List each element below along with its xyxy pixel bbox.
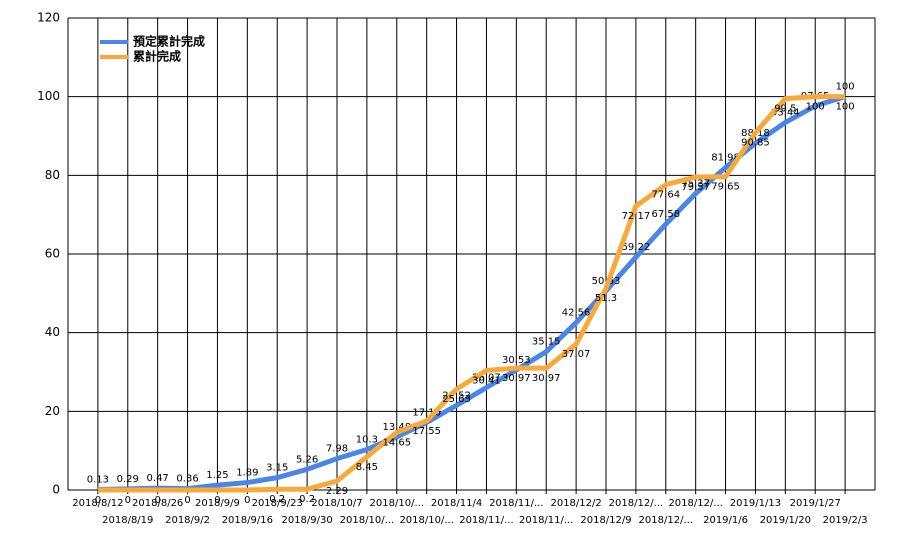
x-tick-label: 2018/9/23 [252,498,303,509]
data-label: 93.44 [771,107,800,118]
data-label: 7.98 [326,444,348,455]
data-label: 81.98 [711,153,740,164]
data-label: 26.07 [472,372,501,383]
data-label: 72.17 [622,211,651,222]
data-label: 100 [836,102,855,113]
data-label: 42.56 [562,308,591,319]
data-label: 0.13 [87,474,109,485]
data-label: 79.65 [711,182,740,193]
data-label: 75.37 [681,179,710,190]
x-tick-label: 2018/9/2 [165,515,210,526]
data-label: 30.41 [472,375,501,386]
legend-label: 累計完成 [133,49,181,64]
data-label: 100 [806,102,825,113]
data-label: 0 [154,495,160,506]
data-label: 77.64 [651,190,680,201]
data-label: 30.97 [532,373,561,384]
data-label: 5.26 [296,454,318,465]
x-tick-label: 2019/1/27 [790,498,841,509]
data-label: 0 [244,495,250,506]
data-label: 37.07 [562,349,591,360]
y-tick-label: 20 [45,404,60,418]
x-tick-label: 2018/11/4 [431,498,482,509]
data-label: 0 [125,495,131,506]
data-label: 14.65 [382,437,411,448]
series-line [97,94,846,492]
data-label: 90.85 [741,138,770,149]
data-label: 0.47 [147,473,169,484]
x-tick-label: 2018/12/... [639,515,693,526]
x-tick-label: 2018/8/12 [72,498,123,509]
data-label: 3.15 [266,463,288,474]
x-tick-label: 2018/10/7 [311,498,362,509]
x-tick-label: 2018/12/... [609,498,663,509]
data-label: 0.2 [299,494,315,505]
data-label: 0.2 [269,494,285,505]
data-label: 30.53 [502,355,531,366]
x-tick-label: 2018/11/... [489,498,543,509]
data-label: 79.57 [681,182,710,193]
y-tick-label: 120 [37,11,60,25]
data-label: 0 [184,495,190,506]
x-tick-label: 2019/1/13 [730,498,781,509]
legend-label: 預定累計完成 [133,34,205,49]
data-label: 17.16 [412,408,441,419]
data-label: 0 [95,495,101,506]
data-label: 67.58 [651,209,680,220]
y-tick-label: 60 [45,247,60,261]
x-tick-label: 2019/1/6 [703,515,748,526]
y-tick-label: 0 [52,483,60,497]
data-label: 1.89 [236,468,258,479]
data-label: 0.29 [117,474,139,485]
data-label: 10.3 [356,434,378,445]
data-label: 35.15 [532,337,561,348]
y-tick-label: 80 [45,168,60,182]
data-label: 100 [836,82,855,93]
x-tick-label: 2018/10/... [340,515,394,526]
data-label: 1.25 [206,470,228,481]
x-tick-label: 2018/9/16 [222,515,273,526]
data-label: 13.48 [382,422,411,433]
data-label: 8.45 [356,462,378,473]
x-tick-label: 2018/12/9 [580,515,631,526]
data-label: 17.55 [412,426,441,437]
data-label: 21.52 [442,390,471,401]
x-tick-label: 2019/1/20 [760,515,811,526]
x-tick-label: 2018/8/26 [132,498,183,509]
x-tick-label: 2019/2/3 [823,515,868,526]
data-label: 51.3 [595,293,617,304]
x-tick-label: 2018/11/... [519,515,573,526]
x-tick-label: 2018/9/30 [281,515,332,526]
data-label: 25.63 [442,394,471,405]
x-tick-label: 2018/10/... [370,498,424,509]
data-label: 30.97 [502,373,531,384]
data-label: 0.36 [176,474,198,485]
x-tick-label: 2018/9/9 [195,498,240,509]
x-tick-label: 2018/12/2 [550,498,601,509]
x-tick-label: 2018/8/19 [102,515,153,526]
x-tick-label: 2018/12/... [668,498,722,509]
x-tick-label: 2018/10/... [399,515,453,526]
series-line [97,94,846,493]
y-tick-label: 40 [45,325,60,339]
data-label: 0 [214,495,220,506]
y-tick-label: 100 [37,89,60,103]
data-label: 99.5 [774,104,796,115]
data-label: 2.29 [326,486,348,497]
x-tick-label: 2018/11/... [459,515,513,526]
data-label: 59.22 [622,242,651,253]
